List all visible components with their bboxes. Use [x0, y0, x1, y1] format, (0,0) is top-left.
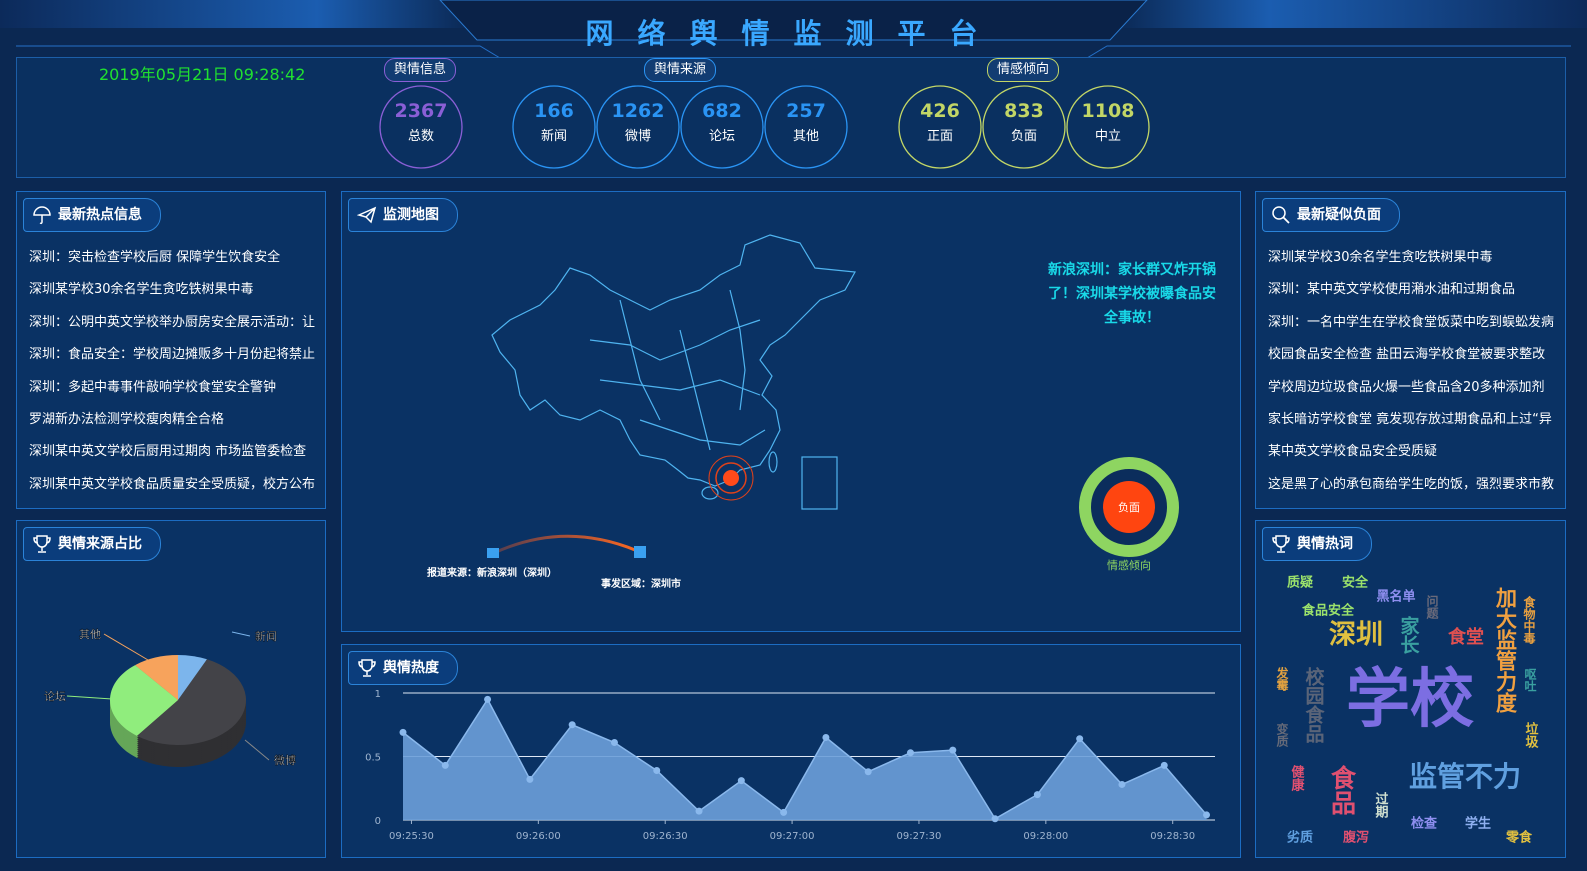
panel-title-text: 监测地图 [383, 207, 439, 223]
negative-news-panel: 最新疑似负面 深圳某学校30余名学生贪吃铁树果中毒深圳：某中英文学校使用潲水油和… [1255, 191, 1566, 509]
cloud-word: 检查 [1410, 816, 1438, 832]
header-decor [0, 0, 1587, 58]
news-list: 深圳某学校30余名学生贪吃铁树果中毒深圳：某中英文学校使用潲水油和过期食品深圳：… [1268, 242, 1559, 501]
news-item: 深圳：食品安全：学校周边摊贩多十月份起将禁止 [29, 347, 316, 363]
cloud-word: 食堂 [1448, 627, 1484, 648]
news-item: 校园食品安全检查 盐田云海学校食堂被要求整改 [1268, 347, 1546, 363]
cloud-word: 监管不力 [1408, 760, 1522, 793]
news-item: 这是黑了心的承包商给学生吃的饭，强烈要求市教 [1268, 476, 1555, 492]
panel-title: 最新热点信息 [23, 198, 161, 232]
panel-title: 舆情热词 [1262, 527, 1372, 561]
trophy-icon [1272, 535, 1290, 553]
map-headline: 新浪深圳：家长群又炸开锅了！深圳某学校被曝食品安全事故！ [1048, 262, 1216, 326]
news-item: 某中英文学校食品安全受质疑 [1268, 444, 1438, 460]
group-label: 情感倾向 [986, 58, 1060, 82]
news-list: 深圳：突击检查学校后厨 保障学生饮食安全 深圳某学校30余名学生贪吃铁树果中毒深圳… [29, 242, 319, 501]
header-line [16, 45, 501, 58]
panel-title-text: 最新疑似负面 [1297, 207, 1381, 223]
cloud-word: 家长 [1397, 616, 1420, 654]
cloud-word: 食品 [1327, 765, 1357, 815]
news-item: 罗湖新办法检测学校瘦肉精全合格 [29, 411, 225, 427]
news-item: 深圳某中英文学校后厨用过期肉 市场监管委检查 [29, 444, 307, 460]
cloud-word: 变质 [1275, 723, 1289, 747]
cloud-word: 发霉 [1275, 667, 1289, 691]
cloud-word: 健康 [1288, 765, 1304, 791]
cloud-word: 深圳 [1329, 619, 1383, 651]
cloud-word: 食品安全 [1301, 603, 1355, 619]
cloud-word: 过期 [1372, 792, 1388, 818]
cloud-word: 食物中毒 [1522, 596, 1536, 644]
cloud-word: 学生 [1464, 816, 1492, 832]
hot-news-panel: 最新热点信息 深圳：突击检查学校后厨 保障学生饮食安全 深圳某学校30余名学生贪吃… [16, 191, 326, 509]
cloud-word: 加大监管力度 [1493, 587, 1518, 713]
panel-title-text: 舆情热度 [383, 660, 439, 676]
panel-title-text: 舆情来源占比 [58, 536, 142, 552]
cloud-word: 垃圾 [1522, 722, 1538, 748]
datetime: 2019年05月21日 09:28:42 [99, 65, 306, 84]
news-item: 深圳某学校30余名学生贪吃铁树果中毒 [29, 282, 254, 298]
news-item: 深圳某学校30余名学生贪吃铁树果中毒 [1268, 250, 1493, 265]
page-title: 网络舆情监测平台 [585, 17, 1002, 50]
panel-title-text: 最新热点信息 [58, 207, 142, 223]
header-plate [439, 0, 1148, 41]
cloud-word: 质疑 [1286, 575, 1314, 591]
news-item: 深圳某中英文学校食品质量安全受质疑，校方公布 [29, 476, 316, 492]
cloud-word: 校园食品 [1302, 667, 1325, 743]
cloud-word: 劣质 [1286, 830, 1314, 846]
trophy-icon [33, 535, 51, 553]
header-line [1086, 45, 1571, 58]
news-item: 深圳：某中英文学校使用潲水油和过期食品 [1268, 282, 1516, 298]
news-item: 深圳：突击检查学校后厨 保障学生饮食安全 [29, 250, 281, 265]
panel-title: 舆情热度 [348, 651, 458, 685]
cloud-word: 安全 [1341, 575, 1369, 591]
plane-icon [357, 206, 377, 224]
news-item: 深圳：多起中毒事件敲响学校食堂安全警钟 [29, 379, 277, 395]
group-label: 舆情来源 [643, 58, 717, 82]
cloud-word: 呕吐 [1523, 668, 1537, 692]
cloud-word: 黑名单 [1376, 589, 1416, 605]
umbrella-icon [33, 206, 51, 225]
source-share-panel: 舆情来源占比 [16, 520, 326, 858]
map-panel: 监测地图 新浪深圳：家长群又炸开锅了！深圳某学校被曝食品安全事故！ [341, 191, 1241, 632]
heat-panel: 舆情热度 [341, 644, 1241, 858]
cloud-word: 腹泻 [1342, 830, 1370, 846]
news-item: 深圳：公明中英文学校举办厨房安全展示活动：让 [29, 314, 316, 330]
news-item: 家长暗访学校食堂 竟发现存放过期食品和上过“异 [1268, 411, 1552, 427]
cloud-word: 零食 [1505, 830, 1533, 846]
news-item: 学校周边垃圾食品火爆一些食品含20多种添加剂 [1268, 379, 1545, 395]
panel-title-text: 舆情热词 [1297, 536, 1353, 552]
cloud-word: 学校 [1346, 663, 1474, 737]
news-item: 深圳：一名中学生在学校食堂饭菜中吃到蜈蚣发病 [1268, 314, 1555, 330]
search-icon [1272, 206, 1290, 224]
trophy-icon [358, 659, 376, 677]
panel-title: 舆情来源占比 [23, 527, 161, 561]
word-cloud-panel: 舆情热词 [1255, 520, 1566, 858]
cloud-word: 问题 [1425, 595, 1439, 619]
group-label: 舆情信息 [383, 58, 457, 82]
panel-title: 最新疑似负面 [1262, 198, 1400, 232]
panel-title: 监测地图 [348, 198, 458, 232]
